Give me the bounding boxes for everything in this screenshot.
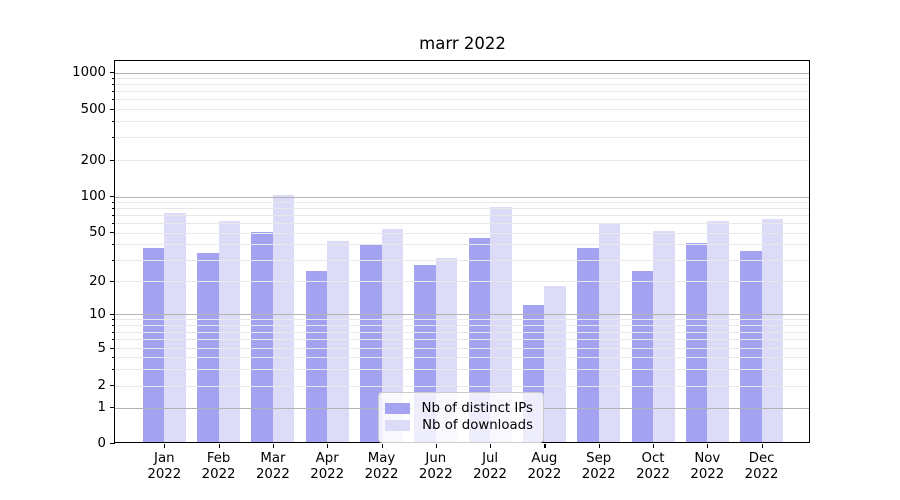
legend-swatch-distinct-ips	[385, 403, 410, 414]
x-tick-mark	[272, 443, 275, 448]
x-tick-mark	[164, 443, 166, 448]
y-tick-label: 50	[89, 225, 106, 240]
legend: Nb of distinct IPs Nb of downloads	[378, 392, 544, 443]
x-tick-label: Nov 2022	[690, 451, 725, 483]
x-tick-mark	[761, 443, 763, 448]
x-tick-label: Aug 2022	[527, 451, 562, 483]
x-tick-mark	[435, 443, 437, 448]
x-tick-label: Apr 2022	[310, 451, 345, 483]
x-tick-mark	[653, 443, 655, 448]
y-tick-label: 100	[80, 189, 106, 204]
legend-label-downloads: Nb of downloads	[422, 418, 533, 433]
x-tick-mark	[598, 443, 600, 448]
x-tick-mark	[218, 443, 220, 448]
y-tick-label: 20	[89, 273, 106, 289]
legend-item-downloads: Nb of downloads	[385, 418, 533, 433]
y-tick-label: 500	[80, 101, 106, 117]
y-tick-label: 1000	[72, 65, 106, 80]
x-tick-label: Jan 2022	[147, 451, 182, 483]
y-tick-label: 1	[97, 400, 106, 415]
legend-label-distinct-ips: Nb of distinct IPs	[421, 401, 533, 416]
x-tick-mark	[381, 443, 383, 448]
x-tick-label: Sep 2022	[581, 451, 616, 483]
x-tick-label: Jun 2022	[418, 451, 453, 483]
x-tick-mark	[327, 443, 329, 448]
y-tick-label: 5	[97, 340, 106, 356]
plot-area-border	[114, 60, 810, 443]
x-tick-label: Mar 2022	[255, 451, 290, 483]
x-tick-label: Oct 2022	[636, 451, 670, 483]
x-tick-label: May 2022	[364, 451, 399, 483]
y-tick-label: 2	[97, 378, 106, 393]
x-tick-label: Dec 2022	[744, 451, 779, 483]
legend-item-distinct-ips: Nb of distinct IPs	[385, 401, 533, 416]
legend-swatch-downloads	[385, 420, 410, 431]
y-tick-label: 200	[80, 152, 106, 168]
x-tick-label: Jul 2022	[473, 451, 508, 483]
x-tick-label: Feb 2022	[201, 451, 236, 483]
y-tick-label: 10	[89, 306, 106, 322]
x-tick-mark	[544, 443, 546, 448]
x-tick-mark	[707, 443, 709, 448]
x-tick-mark	[490, 443, 492, 448]
y-tick-label: 0	[97, 435, 106, 451]
chart-title: marr 2022	[419, 34, 506, 53]
